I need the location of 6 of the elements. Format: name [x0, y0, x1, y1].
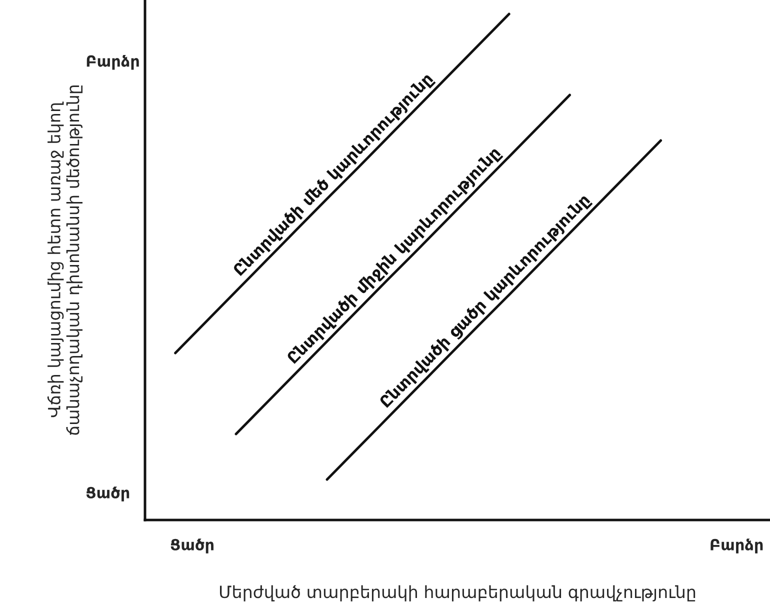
text: Բարձր: [710, 538, 763, 554]
y-axis-title: Վճռի կայացումից հետո առաջ եկող ճանաչողական դիսոնանսի մեծությունը: [47, 85, 82, 435]
text: Բարձր: [86, 55, 139, 70]
text: Ցածր: [170, 538, 214, 554]
x-axis-title: Մերժված տարբերակի հարաբերական գրավչությունը: [220, 585, 696, 602]
text: Ցածր: [86, 486, 130, 502]
